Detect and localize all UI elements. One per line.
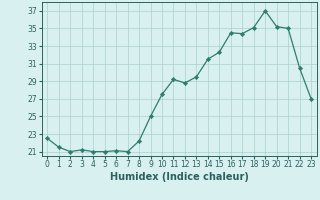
X-axis label: Humidex (Indice chaleur): Humidex (Indice chaleur) [110,172,249,182]
